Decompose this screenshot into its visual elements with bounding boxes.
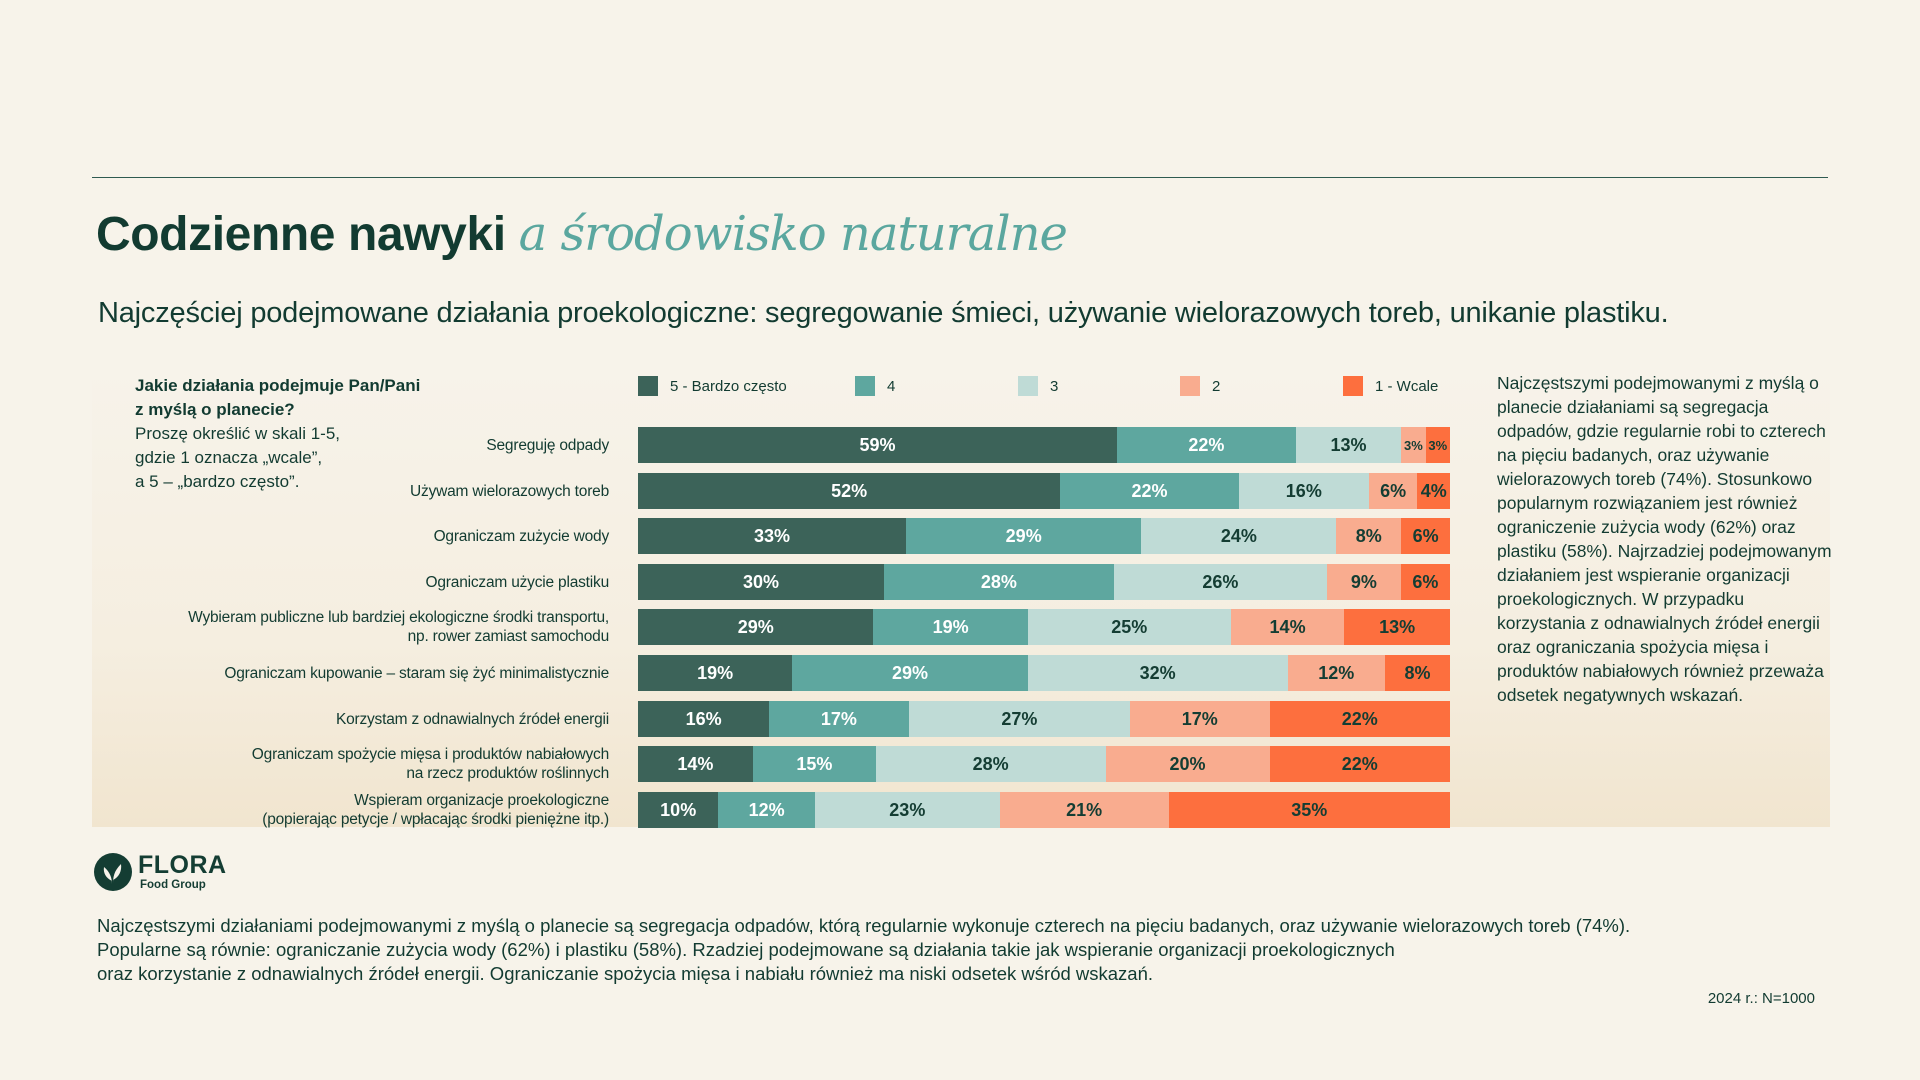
logo-subtitle: Food Group bbox=[140, 879, 206, 891]
bar-row: 14% 15% 28% 20% 22% bbox=[638, 746, 1450, 782]
legend-swatch bbox=[1018, 376, 1038, 396]
bar-row: 52% 22% 16% 6% 4% bbox=[638, 473, 1450, 509]
bar-segment: 3% bbox=[1425, 427, 1450, 463]
sample-size-note: 2024 r.: N=1000 bbox=[1707, 990, 1815, 1007]
bar-segment: 6% bbox=[1400, 564, 1450, 600]
bar-segment: 6% bbox=[1401, 518, 1450, 554]
bar-segment: 19% bbox=[873, 609, 1028, 645]
bar-segment: 25% bbox=[1027, 609, 1231, 645]
legend-label: 2 bbox=[1212, 377, 1221, 395]
bar-segment: 32% bbox=[1027, 655, 1288, 691]
bar-row: 30% 28% 26% 9% 6% bbox=[638, 564, 1450, 600]
footer-summary: Najczęstszymi działaniami podejmowanymi … bbox=[97, 914, 1630, 986]
bar-segment: 8% bbox=[1385, 655, 1450, 691]
footer-line-1: Najczęstszymi działaniami podejmowanymi … bbox=[97, 915, 1631, 936]
question-line-3: Proszę określić w skali 1-5, bbox=[135, 424, 341, 443]
legend-label: 5 - Bardzo często bbox=[670, 377, 787, 395]
legend-swatch bbox=[1180, 376, 1200, 396]
row-label: Ograniczam kupowanie – staram się żyć mi… bbox=[224, 664, 609, 682]
bar-segment: 21% bbox=[999, 792, 1169, 828]
title-main: Codzienne nawyki bbox=[96, 208, 506, 261]
page-subtitle: Najczęściej podejmowane działania proeko… bbox=[98, 297, 1669, 329]
question-line-1: Jakie działania podejmuje Pan/Pani bbox=[135, 376, 421, 395]
bar-segment: 16% bbox=[1238, 473, 1369, 509]
bar-segment: 17% bbox=[1130, 701, 1270, 737]
bar-row: 33% 29% 24% 8% 6% bbox=[638, 518, 1450, 554]
legend-swatch bbox=[855, 376, 875, 396]
legend-swatch bbox=[638, 376, 658, 396]
leaf-logo-icon bbox=[94, 853, 132, 892]
row-label: Wybieram publiczne lub bardziej ekologic… bbox=[188, 609, 609, 645]
bar-segment: 29% bbox=[792, 655, 1028, 691]
bar-segment: 12% bbox=[1287, 655, 1385, 691]
bar-row: 29% 19% 25% 14% 13% bbox=[638, 609, 1450, 645]
bar-segment: 26% bbox=[1113, 564, 1327, 600]
bar-segment: 28% bbox=[884, 564, 1114, 600]
bar-segment: 13% bbox=[1344, 609, 1450, 645]
legend-label: 4 bbox=[887, 377, 896, 395]
bar-segment: 22% bbox=[1269, 701, 1450, 737]
bar-segment: 19% bbox=[638, 655, 793, 691]
question-line-4: gdzie 1 oznacza „wcale”, bbox=[135, 448, 323, 467]
legend-label: 1 - Wcale bbox=[1375, 377, 1439, 395]
legend-item: 3 bbox=[1018, 375, 1058, 397]
bar-row: 59% 22% 13% 3% 3% bbox=[638, 427, 1450, 463]
bar-segment: 23% bbox=[814, 792, 1000, 828]
legend-item: 2 bbox=[1180, 375, 1220, 397]
bar-segment: 22% bbox=[1060, 473, 1239, 509]
legend-item: 1 - Wcale bbox=[1343, 375, 1438, 397]
bar-segment: 28% bbox=[875, 746, 1106, 782]
bar-row: 16% 17% 27% 17% 22% bbox=[638, 701, 1450, 737]
bar-segment: 27% bbox=[908, 701, 1131, 737]
bar-segment: 33% bbox=[638, 518, 906, 554]
bar-segment: 14% bbox=[638, 746, 753, 782]
bar-segment: 16% bbox=[638, 701, 770, 737]
bar-segment: 22% bbox=[1269, 746, 1450, 782]
row-label: Ograniczam spożycie mięsa i produktów na… bbox=[251, 746, 609, 782]
legend-label: 3 bbox=[1050, 377, 1059, 395]
bar-segment: 9% bbox=[1326, 564, 1401, 600]
logo-name: FLORA bbox=[138, 851, 227, 879]
row-label: Ograniczam użycie plastiku bbox=[425, 573, 610, 591]
bar-segment: 15% bbox=[752, 746, 876, 782]
bar-segment: 10% bbox=[638, 792, 719, 828]
footer-line-2: Popularne są równie: ograniczanie zużyci… bbox=[97, 939, 1395, 960]
row-label: Używam wielorazowych toreb bbox=[410, 482, 609, 500]
survey-question: Jakie działania podejmuje Pan/Pani z myś… bbox=[135, 374, 455, 494]
legend-item: 5 - Bardzo często bbox=[638, 375, 787, 397]
row-label: Segreguję odpady bbox=[486, 436, 609, 454]
legend-swatch bbox=[1343, 376, 1363, 396]
question-line-5: a 5 – „bardzo często”. bbox=[135, 472, 300, 491]
bar-segment: 17% bbox=[769, 701, 909, 737]
bar-segment: 24% bbox=[1141, 518, 1337, 554]
bar-segment: 8% bbox=[1336, 518, 1402, 554]
bar-row: 10% 12% 23% 21% 35% bbox=[638, 792, 1450, 828]
question-line-2: z myślą o planecie? bbox=[135, 400, 295, 419]
bar-segment: 13% bbox=[1295, 427, 1402, 463]
row-label: Ograniczam zużycie wody bbox=[433, 527, 610, 545]
bar-segment: 14% bbox=[1230, 609, 1345, 645]
bar-segment: 22% bbox=[1117, 427, 1296, 463]
bar-segment: 52% bbox=[638, 473, 1061, 509]
bar-segment: 29% bbox=[905, 518, 1142, 554]
bar-segment: 6% bbox=[1368, 473, 1418, 509]
row-label: Wspieram organizacje proekologiczne (pop… bbox=[262, 792, 609, 828]
row-label: Korzystam z odnawialnych źródeł energii bbox=[335, 710, 609, 728]
title-accent: a środowisko naturalne bbox=[518, 206, 1068, 262]
bar-segment: 20% bbox=[1105, 746, 1270, 782]
flora-logo: FLORA Food Group bbox=[94, 853, 227, 892]
bar-segment: 12% bbox=[718, 792, 815, 828]
bar-segment: 35% bbox=[1168, 792, 1450, 828]
side-commentary: Najczęstszymi podejmowanymi z myślą o pl… bbox=[1497, 373, 1832, 705]
bar-segment: 29% bbox=[638, 609, 874, 645]
bar-row: 19% 29% 32% 12% 8% bbox=[638, 655, 1450, 691]
bar-segment: 30% bbox=[638, 564, 885, 600]
legend-item: 4 bbox=[855, 375, 895, 397]
top-divider bbox=[92, 177, 1828, 178]
bar-segment: 4% bbox=[1417, 473, 1450, 509]
bar-segment: 59% bbox=[638, 427, 1118, 463]
footer-line-3: oraz korzystanie z odnawialnych źródeł e… bbox=[97, 963, 1154, 984]
bar-segment: 3% bbox=[1401, 427, 1426, 463]
page-title: Codzienne nawyki a środowisko naturalne bbox=[96, 206, 1068, 262]
